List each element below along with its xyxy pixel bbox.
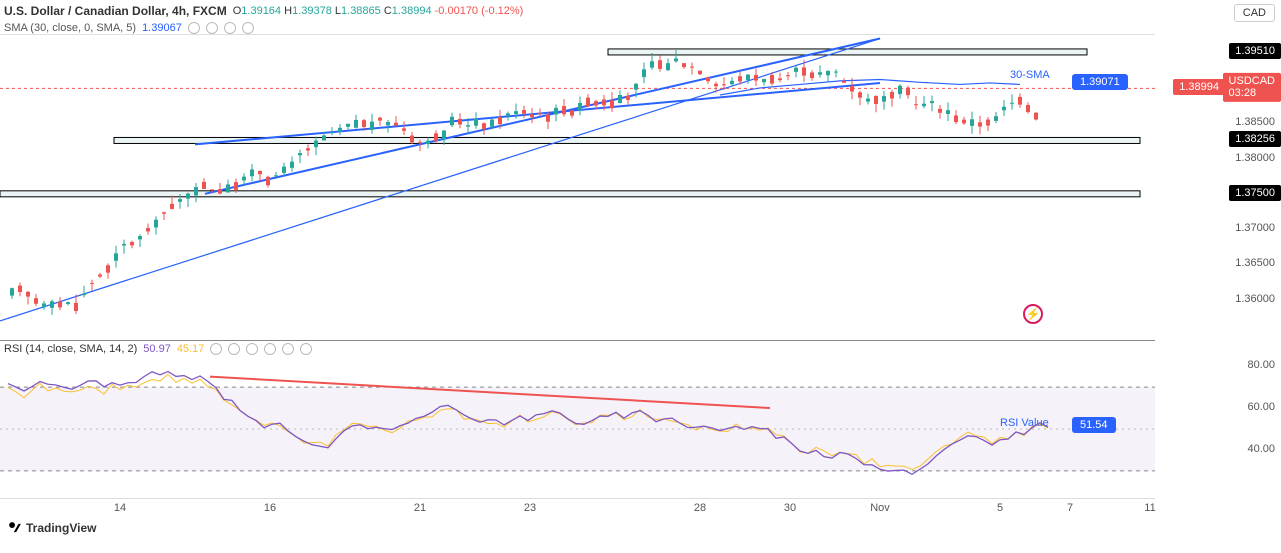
price-svg [0, 35, 1155, 335]
sma-annotation: 30-SMA [1010, 69, 1050, 81]
bolt-icon[interactable]: ⚡ [1023, 304, 1043, 324]
time-x-axis: 141621232830Nov5711 [0, 498, 1155, 518]
currency-badge[interactable]: CAD [1234, 4, 1275, 22]
tradingview-icon [8, 521, 22, 535]
change-val: -0.00170 [435, 5, 478, 17]
sma-indicator-row: SMA (30, close, 0, SMA, 5) 1.39067 [4, 22, 254, 34]
c-val: 1.38994 [392, 5, 432, 17]
h-val: 1.39378 [292, 5, 332, 17]
o-label: O [233, 5, 242, 17]
indicator-settings-icon[interactable] [206, 22, 218, 34]
chart-header: U.S. Dollar / Canadian Dollar, 4h, FXCM … [4, 4, 1277, 18]
indicator-settings-icon[interactable] [188, 22, 200, 34]
h-label: H [284, 5, 292, 17]
rsi-annotation: RSI Value [1000, 417, 1049, 429]
l-val: 1.38865 [341, 5, 381, 17]
ohlc-block: O1.39164 H1.39378 L1.38865 C1.38994 -0.0… [233, 5, 524, 17]
rsi-y-axis: 80.0060.0040.00 [1155, 340, 1281, 495]
indicator-settings-icon[interactable] [242, 22, 254, 34]
tradingview-watermark[interactable]: TradingView [8, 521, 96, 535]
o-val: 1.39164 [241, 5, 281, 17]
symbol-title[interactable]: U.S. Dollar / Canadian Dollar, 4h, FXCM [4, 4, 227, 18]
sma-price-badge: 1.39071 [1072, 74, 1128, 90]
price-chart[interactable]: 30-SMA 1.39071 ⚡ [0, 34, 1155, 334]
sma-label[interactable]: SMA (30, close, 0, SMA, 5) [4, 22, 136, 34]
price-y-axis: 1.395101.390001.385001.382561.380001.375… [1155, 34, 1281, 334]
c-label: C [384, 5, 392, 17]
change-pct: (-0.12%) [481, 5, 523, 17]
rsi-panel[interactable]: RSI (14, close, SMA, 14, 2) 50.97 45.17 … [0, 340, 1155, 495]
sma-value: 1.39067 [142, 22, 182, 34]
indicator-settings-icon[interactable] [224, 22, 236, 34]
rsi-value-badge: 51.54 [1072, 417, 1116, 433]
rsi-svg [0, 341, 1155, 496]
watermark-text: TradingView [26, 521, 96, 535]
